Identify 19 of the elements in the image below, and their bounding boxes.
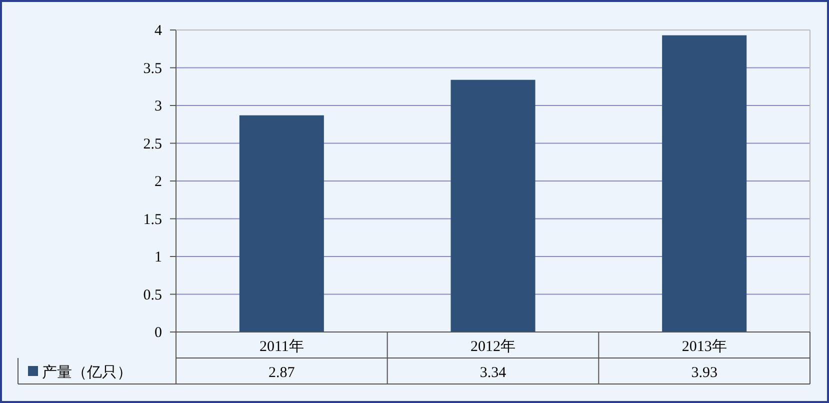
y-tick-label: 0 bbox=[154, 325, 162, 341]
y-tick-label: 3.5 bbox=[143, 60, 162, 77]
x-tick-label: 2011年 bbox=[259, 338, 304, 355]
y-tick-label: 1.5 bbox=[143, 212, 162, 228]
data-label: 2.87 bbox=[268, 365, 296, 381]
y-tick-label: 1 bbox=[154, 250, 162, 266]
bar bbox=[239, 115, 324, 332]
y-tick-label: 4 bbox=[154, 23, 162, 39]
x-tick-label: 2012年 bbox=[470, 338, 516, 355]
y-tick-label: 2 bbox=[154, 174, 162, 190]
y-tick-label: 2.5 bbox=[143, 136, 162, 152]
x-tick-label: 2013年 bbox=[682, 338, 727, 355]
bar bbox=[450, 80, 536, 332]
y-tick-label: 3 bbox=[154, 98, 162, 114]
data-label: 3.93 bbox=[691, 365, 718, 381]
legend-label: 产量（亿只） bbox=[42, 364, 132, 381]
data-label: 3.34 bbox=[480, 365, 507, 381]
y-tick-label: 0.5 bbox=[143, 287, 162, 304]
bar bbox=[662, 35, 747, 332]
